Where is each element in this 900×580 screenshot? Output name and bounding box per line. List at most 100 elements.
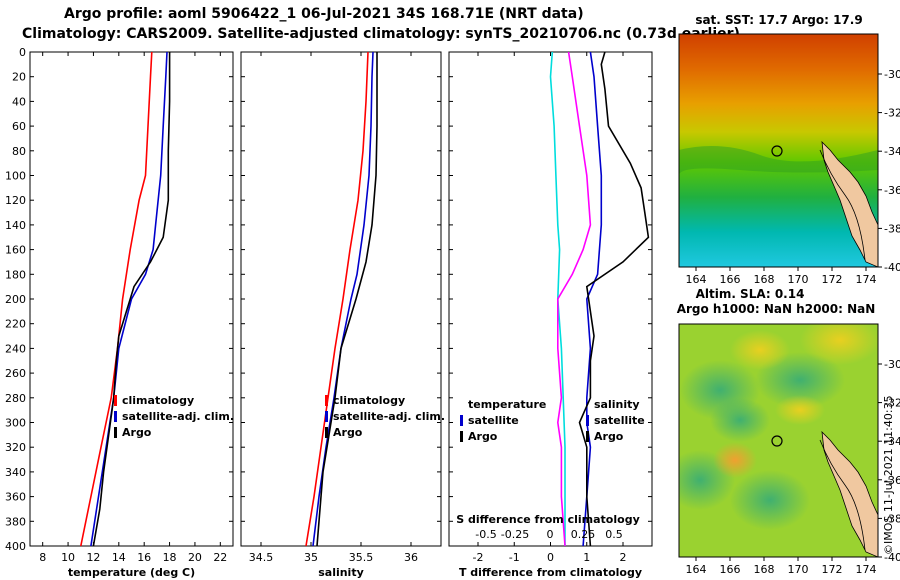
salinity-difference-tick-label: 0.5 xyxy=(605,528,623,541)
legend-label: climatology xyxy=(333,394,405,407)
x-tick-label: -1 xyxy=(509,551,520,564)
lon-tick-label: 168 xyxy=(754,273,775,286)
lat-tick-label: -36 xyxy=(884,474,900,487)
x-tick-label: 2 xyxy=(620,551,627,564)
sla-map-axes: -30 -32 -34 -36 -38 -40 164 166 168 170 172 174 xyxy=(686,358,900,576)
x-tick-label: 36 xyxy=(404,551,418,564)
lon-tick-label: 166 xyxy=(720,563,741,576)
sst-map-title: sat. SST: 17.7 Argo: 17.9 xyxy=(695,13,862,27)
lat-tick-label: -34 xyxy=(884,435,900,448)
x-tick-label: 12 xyxy=(86,551,100,564)
lat-tick-label: -32 xyxy=(884,397,900,410)
lat-tick-label: -36 xyxy=(884,184,900,197)
legend-label: Argo xyxy=(122,426,152,439)
temperature-panel: 8 10 12 14 16 18 20 22 temperature (deg C) climat… xyxy=(29,51,234,579)
legend-swatch xyxy=(460,431,463,442)
lat-tick-label: -40 xyxy=(884,551,900,564)
x-tick-label: 22 xyxy=(213,551,227,564)
depth-tick-label: 20 xyxy=(12,71,26,84)
series-satellite-adj-clim- xyxy=(312,51,374,547)
salinity-plot-frame xyxy=(240,51,442,547)
series-argo xyxy=(316,52,378,547)
depth-tick-label: 360 xyxy=(5,491,26,504)
lon-tick-label: 168 xyxy=(754,563,775,576)
depth-tick-label: 80 xyxy=(12,145,26,158)
difference-xlabel: T difference from climatology xyxy=(459,566,642,579)
depth-tick-label: 300 xyxy=(5,417,26,430)
depth-tick-label: 60 xyxy=(12,120,26,133)
depth-tick-label: 160 xyxy=(5,244,26,257)
series-salinity-argo xyxy=(582,51,603,547)
lon-tick-label: 174 xyxy=(856,563,877,576)
depth-tick-label: 40 xyxy=(12,95,26,108)
series-salinity-satellite xyxy=(549,51,566,546)
legend-label: Argo xyxy=(333,426,363,439)
depth-tick-label: 340 xyxy=(5,466,26,479)
legend-swatch xyxy=(325,411,328,422)
title-line-1: Argo profile: aoml 5906422_1 06-Jul-2021… xyxy=(64,6,584,22)
legend-label: satellite-adj. clim. xyxy=(122,410,234,423)
legend-label: Argo xyxy=(594,430,624,443)
legend-label: satellite xyxy=(594,414,645,427)
legend-title-temperature: temperature xyxy=(468,398,546,411)
lat-tick-label: -30 xyxy=(884,68,900,81)
legend-label: satellite-adj. clim. xyxy=(333,410,445,423)
x-tick-label: 20 xyxy=(188,551,202,564)
legend-label: Argo xyxy=(468,430,498,443)
legend-swatch xyxy=(586,415,589,426)
legend-swatch xyxy=(114,411,117,422)
x-tick-label: 34.5 xyxy=(249,551,274,564)
depth-tick-label: 100 xyxy=(5,170,26,183)
x-tick-label: 0 xyxy=(547,551,554,564)
lat-tick-label: -30 xyxy=(884,358,900,371)
x-tick-label: 14 xyxy=(112,551,126,564)
x-tick-label: 35 xyxy=(304,551,318,564)
x-tick-label: 35.5 xyxy=(349,551,374,564)
salinity-difference-tick-label: -0.5 xyxy=(475,528,496,541)
lat-tick-label: -38 xyxy=(884,512,900,525)
lon-tick-label: 172 xyxy=(822,563,843,576)
depth-tick-label: 0 xyxy=(19,46,26,59)
lon-tick-label: 172 xyxy=(822,273,843,286)
depth-tick-label: 120 xyxy=(5,194,26,207)
depth-tick-label: 380 xyxy=(5,515,26,528)
x-tick-label: 16 xyxy=(137,551,151,564)
argo-location-marker xyxy=(771,145,783,157)
legend-swatch xyxy=(114,395,117,406)
depth-tick-label: 260 xyxy=(5,367,26,380)
series-climatology xyxy=(80,51,153,547)
legend-swatch xyxy=(325,395,328,406)
lat-tick-label: -38 xyxy=(884,222,900,235)
salinity-panel: 34.5 35 35.5 36 salinity climatology satellite… xyxy=(240,51,445,579)
lat-tick-label: -34 xyxy=(884,145,900,158)
series-temperature-satellite xyxy=(556,51,592,547)
depth-tick-label: 200 xyxy=(5,293,26,306)
argo-location-marker-2 xyxy=(771,435,783,447)
x-tick-label: -2 xyxy=(473,551,484,564)
sst-map: sat. SST: 17.7 Argo: 17.9 -30-32-34-36-3… xyxy=(678,13,900,286)
x-tick-label: 1 xyxy=(583,551,590,564)
depth-tick-label: 240 xyxy=(5,342,26,355)
depth-axis: 0 20 40 60 80 100 120 140 160 180 200 220 240 260 280 3… xyxy=(5,46,26,553)
series-temperature-argo xyxy=(578,51,650,547)
difference-panel: -2 -1 0 1 2 T difference from climatology temp… xyxy=(448,51,653,579)
lon-tick-label: 164 xyxy=(686,273,707,286)
lon-tick-label: 166 xyxy=(720,273,741,286)
legend-title-salinity: salinity xyxy=(594,398,640,411)
salinity-difference-label: S difference from climatology xyxy=(456,513,640,526)
lon-tick-label: 170 xyxy=(788,563,809,576)
legend-swatch xyxy=(586,431,589,442)
depth-tick-label: 280 xyxy=(5,392,26,405)
depth-tick-label: 140 xyxy=(5,219,26,232)
series-climatology xyxy=(305,51,369,547)
series-argo xyxy=(92,52,171,547)
depth-tick-label: 180 xyxy=(5,268,26,281)
lat-tick-label: -40 xyxy=(884,261,900,274)
sla-map-title-2: Argo h1000: NaN h2000: NaN xyxy=(677,302,876,316)
imos-footer: ©IMOS 11-Jul-2021 11:40:35 xyxy=(882,395,895,555)
depth-tick-label: 400 xyxy=(5,540,26,553)
sst-map-axes: -30 -32 -34 -36 -38 -40 164 166 168 170 172 174 xyxy=(686,68,900,286)
lon-tick-label: 174 xyxy=(856,273,877,286)
salinity-difference-tick-label: 0 xyxy=(547,528,554,541)
